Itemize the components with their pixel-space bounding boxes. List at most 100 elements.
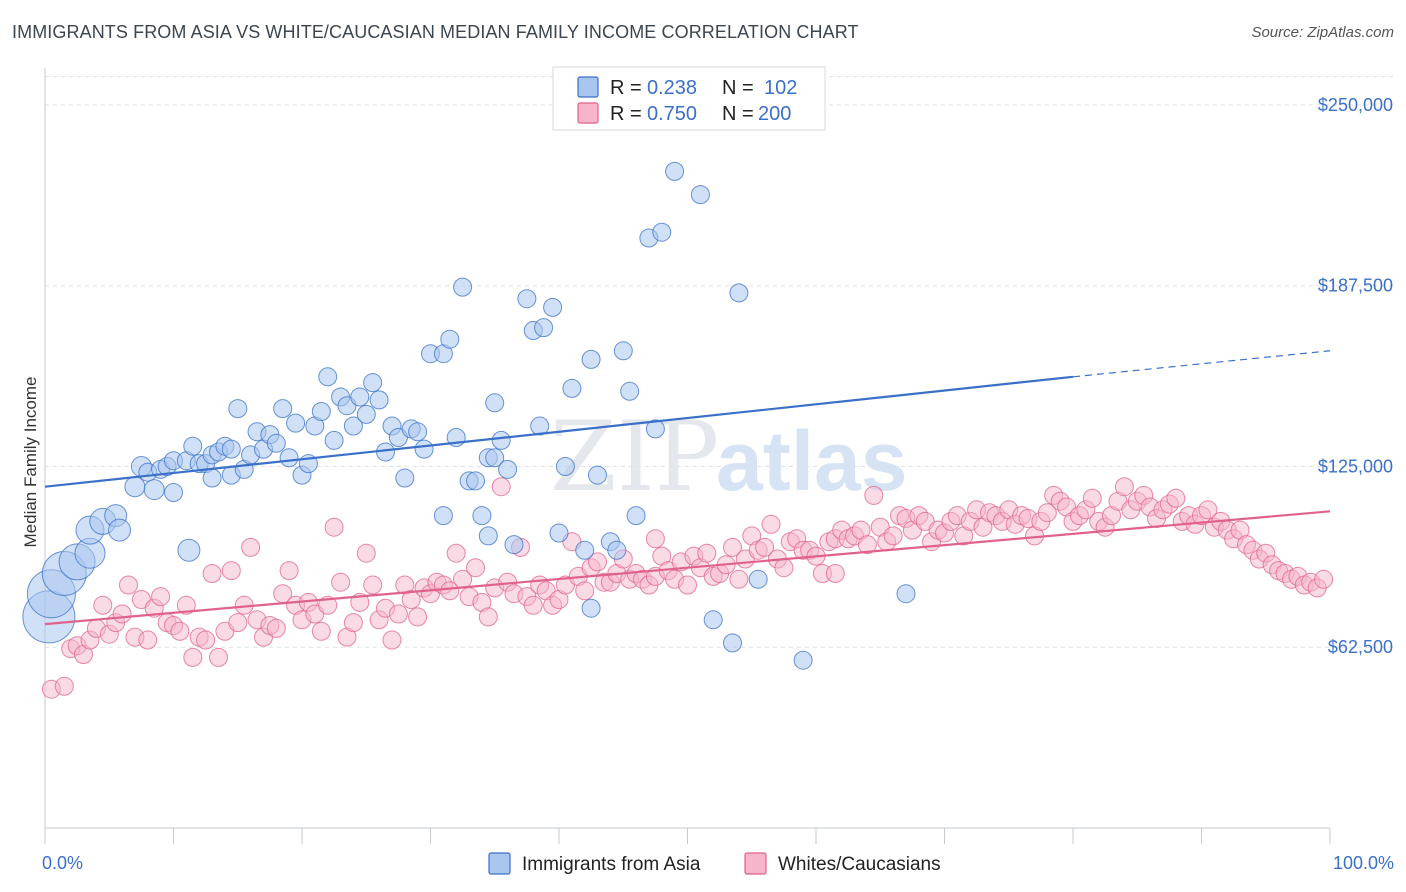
data-point-asia [652, 222, 672, 242]
data-point-white [356, 543, 376, 563]
data-point-asia [723, 633, 742, 653]
data-point-white [119, 575, 138, 595]
data-point-asia [164, 483, 183, 502]
legend-r-label: R = [610, 77, 642, 99]
data-point-asia [356, 404, 376, 424]
data-point-asia [363, 373, 383, 393]
data-point-asia [433, 506, 453, 526]
x-tick-label: 0.0% [42, 853, 83, 873]
y-tick-label: $125,000 [1318, 456, 1393, 476]
data-point-white [825, 564, 845, 583]
data-point-white [883, 526, 903, 546]
data-point-asia [575, 540, 595, 560]
data-point-white [697, 543, 717, 563]
bottom-legend-label-asia: Immigrants from Asia [522, 854, 701, 875]
trend-line-white [44, 510, 1331, 626]
legend-n-value: 102 [764, 77, 797, 99]
data-point-white [864, 485, 884, 505]
data-point-asia [896, 584, 916, 604]
legend-n-label: N = [722, 103, 754, 125]
data-point-white [151, 587, 171, 607]
data-point-white [209, 647, 228, 667]
y-tick-label: $187,500 [1318, 276, 1393, 296]
data-point-white [183, 647, 203, 667]
data-point-asia [202, 468, 222, 488]
data-point-asia [555, 457, 575, 476]
data-point-asia [549, 523, 569, 543]
data-point-asia [690, 185, 710, 205]
data-point-white [1314, 569, 1334, 589]
data-point-asia [124, 476, 146, 498]
scatter-points [22, 161, 1334, 699]
data-point-asia [485, 448, 505, 468]
data-point-white [645, 529, 665, 549]
data-point-white [382, 630, 402, 650]
data-point-white [176, 595, 196, 615]
data-point-asia [472, 506, 492, 526]
data-point-white [440, 581, 460, 601]
data-point-asia [607, 540, 627, 560]
data-point-asia [221, 439, 241, 459]
data-point-white [221, 561, 241, 581]
trend-line-asia-extension [1072, 350, 1331, 378]
data-point-white [774, 558, 794, 578]
bottom-legend-swatch-asia [488, 852, 511, 875]
data-point-asia [286, 413, 306, 433]
data-point-asia [504, 535, 524, 555]
data-point-asia [273, 399, 293, 419]
data-point-white [723, 537, 742, 557]
data-point-white [228, 613, 248, 633]
data-point-asia [143, 479, 165, 501]
data-point-white [202, 564, 222, 583]
data-point-white [279, 561, 299, 581]
data-point-white [241, 537, 261, 557]
data-point-asia [350, 387, 370, 407]
bottom-legend: Immigrants from Asia Whites/Caucasians [488, 852, 941, 875]
data-point-asia [395, 468, 415, 488]
data-point-asia [534, 318, 554, 338]
data-point-white [408, 607, 428, 627]
data-point-asia [498, 459, 518, 479]
watermark-zip: ZIP [550, 401, 719, 513]
data-point-white [170, 621, 190, 641]
legend-r-value: 0.238 [647, 77, 697, 99]
data-point-asia [369, 390, 389, 410]
legend-swatch-asia [577, 76, 599, 98]
data-point-white [575, 581, 595, 601]
data-point-white [401, 590, 421, 609]
data-point-asia [562, 378, 582, 398]
data-point-asia [453, 277, 473, 297]
x-tick-label: 100.0% [1333, 853, 1394, 873]
watermark: ZIP atlas [550, 401, 907, 513]
data-point-white [54, 676, 74, 696]
chart-title: IMMIGRANTS FROM ASIA VS WHITE/CAUCASIAN … [12, 22, 859, 42]
data-point-asia [620, 381, 640, 401]
x-tick-labels: 0.0% 100.0% [42, 853, 1394, 873]
data-point-white [266, 618, 286, 638]
legend: R = 0.238 N = 102 R = 0.750 N = 200 [552, 66, 826, 131]
data-point-asia [491, 430, 511, 450]
data-point-asia [266, 433, 286, 453]
data-point-asia [581, 349, 601, 369]
data-point-white [1037, 503, 1057, 523]
data-point-asia [748, 569, 768, 589]
data-point-asia [793, 650, 813, 670]
data-point-white [478, 607, 498, 627]
data-point-asia [517, 289, 537, 309]
bottom-legend-swatch-white [744, 852, 767, 875]
data-point-asia [613, 341, 633, 361]
data-point-white [1198, 500, 1218, 520]
data-point-asia [108, 518, 131, 542]
y-tick-labels: $62,500 $125,000 $187,500 $250,000 [1318, 95, 1393, 657]
data-point-white [388, 604, 408, 624]
data-point-white [523, 595, 543, 615]
data-point-white [1166, 488, 1186, 508]
legend-r-label: R = [610, 103, 642, 125]
legend-r-value: 0.750 [647, 103, 697, 125]
data-point-asia [485, 393, 505, 413]
data-point-asia [228, 399, 248, 419]
data-point-asia [729, 283, 749, 303]
data-point-white [857, 535, 877, 555]
data-point-asia [279, 448, 299, 468]
